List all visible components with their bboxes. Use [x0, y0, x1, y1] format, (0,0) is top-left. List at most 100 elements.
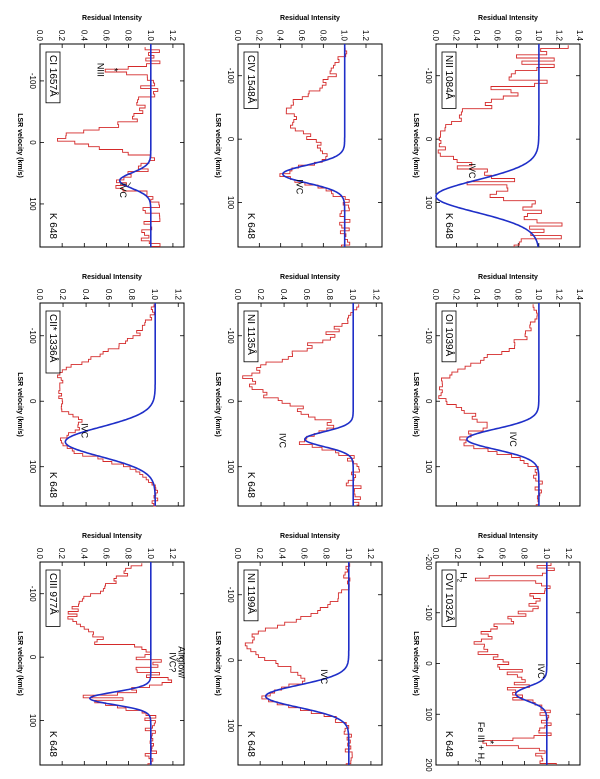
panel-p6: 0.0 0.2 0.4 0.6 0.8 1.0 1.2 -100 0 100 LSR velocit…	[214, 533, 383, 766]
x-tick-label: -100	[226, 587, 235, 604]
y-axis-label: Residual Intensity	[280, 533, 340, 540]
y-tick-label: 0.6	[493, 289, 502, 301]
x-tick-label: 100	[28, 460, 37, 474]
y-tick-label: 0.6	[497, 548, 506, 560]
x-axis-label: LSR velocity (km/s)	[412, 372, 419, 437]
y-tick-label: 0.6	[297, 30, 306, 42]
y-tick-label: 1.2	[361, 30, 370, 42]
y-tick-label: 0.0	[431, 548, 440, 560]
model-fit	[88, 562, 152, 765]
y-tick-label: 0.4	[475, 548, 484, 560]
data-histogram	[279, 45, 351, 247]
annotation-label: NIII	[96, 63, 106, 77]
y-tick-label: 0.6	[104, 289, 113, 301]
y-tick-label: 1.2	[554, 30, 563, 42]
x-axis-label: LSR velocity (km/s)	[16, 113, 23, 178]
x-tick-label: -100	[28, 586, 37, 603]
x-tick-label: 100	[226, 719, 235, 733]
y-tick-label: 0.4	[472, 30, 481, 42]
y-tick-label: 1.0	[344, 548, 353, 560]
x-tick-label: -100	[28, 73, 37, 90]
y-tick-label: 0.2	[255, 548, 264, 560]
y-tick-label: 1.0	[348, 289, 357, 301]
annotation-mark: *	[108, 68, 119, 72]
species-label-box	[243, 569, 259, 622]
x-axis-label: LSR velocity (km/s)	[16, 631, 23, 696]
plot-frame	[237, 561, 383, 766]
object-label: K 648	[443, 213, 454, 240]
y-tick-label: 1.0	[146, 548, 155, 560]
x-tick-label: 0	[226, 658, 235, 663]
y-tick-label: 1.2	[371, 289, 380, 301]
y-tick-label: 1.0	[146, 30, 155, 42]
y-axis-label: Residual Intensity	[82, 15, 142, 22]
y-tick-label: 1.0	[534, 30, 543, 42]
object-label: K 648	[245, 213, 256, 240]
x-axis-label: LSR velocity (km/s)	[214, 631, 221, 696]
annotation-label: IVC	[79, 423, 89, 439]
species-label: CII* 1336Å	[47, 314, 60, 363]
x-tick-label: 100	[28, 714, 37, 728]
panel-p2: 0.0 0.2 0.4 0.6 0.8 1.0 1.2 -100 0 100 LSR velocit…	[16, 274, 185, 507]
x-tick-label: 100	[424, 708, 433, 722]
species-label-box	[441, 310, 457, 363]
panel-p8: 0.0 0.2 0.4 0.6 0.8 1.0 1.2 1.4 -100 0 100 LSR velo…	[412, 274, 584, 507]
x-axis-label: LSR velocity (km/s)	[214, 372, 221, 437]
model-fit	[515, 562, 548, 765]
y-tick-label: 0.8	[513, 30, 522, 42]
x-tick-label: 200	[424, 758, 433, 772]
species-label: NI 1135Å	[245, 314, 258, 355]
annotation-label: IVC	[508, 432, 518, 448]
plot-frame	[39, 43, 185, 248]
object-label: K 648	[47, 472, 58, 499]
model-fit	[303, 303, 354, 506]
plot-frame	[237, 302, 383, 507]
plot-frame	[435, 302, 581, 507]
species-label-box	[45, 51, 61, 104]
x-tick-label: 100	[226, 196, 235, 210]
x-axis-label: LSR velocity (km/s)	[412, 113, 419, 178]
y-tick-label: 0.6	[299, 548, 308, 560]
species-label: OI 1039Å	[443, 314, 456, 357]
model-fit	[466, 303, 540, 506]
x-tick-label: -100	[28, 328, 37, 345]
y-tick-label: 0.0	[35, 30, 44, 42]
y-axis-label: Residual Intensity	[478, 15, 538, 22]
y-tick-label: 0.0	[35, 289, 44, 301]
y-tick-label: 0.8	[513, 289, 522, 301]
annotation-label: Fe III + H2	[473, 722, 486, 763]
y-tick-label: 0.2	[453, 548, 462, 560]
y-tick-label: 1.2	[366, 548, 375, 560]
x-tick-label: -200	[424, 554, 433, 571]
x-tick-label: 0	[424, 399, 433, 404]
plot-frame	[39, 561, 185, 766]
x-axis-label: LSR velocity (km/s)	[214, 113, 221, 178]
y-tick-label: 0.0	[233, 289, 242, 301]
y-axis-label: Residual Intensity	[478, 274, 538, 281]
y-tick-label: 0.4	[81, 289, 90, 301]
object-label: K 648	[443, 731, 454, 758]
data-histogram	[57, 304, 159, 507]
y-tick-label: 1.2	[173, 289, 182, 301]
x-tick-label: 0	[28, 399, 37, 404]
y-tick-label: 0.0	[233, 548, 242, 560]
species-label-box	[45, 310, 61, 374]
annotation-label: IVC?	[168, 652, 178, 672]
x-tick-label: -100	[226, 68, 235, 85]
panel-p7: 0.0 0.2 0.4 0.6 0.8 1.0 1.2 1.4 -100 0 100 LSR velo…	[412, 15, 584, 248]
annotation-label: IVC	[295, 179, 305, 195]
y-tick-label: 0.2	[254, 30, 263, 42]
data-histogram	[57, 47, 161, 247]
species-label-box	[45, 569, 61, 627]
y-tick-label: 0.6	[101, 30, 110, 42]
model-fit	[281, 44, 346, 247]
data-histogram	[438, 304, 543, 506]
x-tick-label: 0	[424, 661, 433, 666]
y-tick-label: 0.4	[276, 30, 285, 42]
y-tick-label: 0.8	[124, 30, 133, 42]
species-label-box	[441, 51, 457, 109]
y-tick-label: 0.0	[431, 289, 440, 301]
species-label: NII 1084Å	[443, 55, 456, 100]
annotation-label: H2	[455, 572, 468, 583]
y-tick-label: 1.0	[150, 289, 159, 301]
